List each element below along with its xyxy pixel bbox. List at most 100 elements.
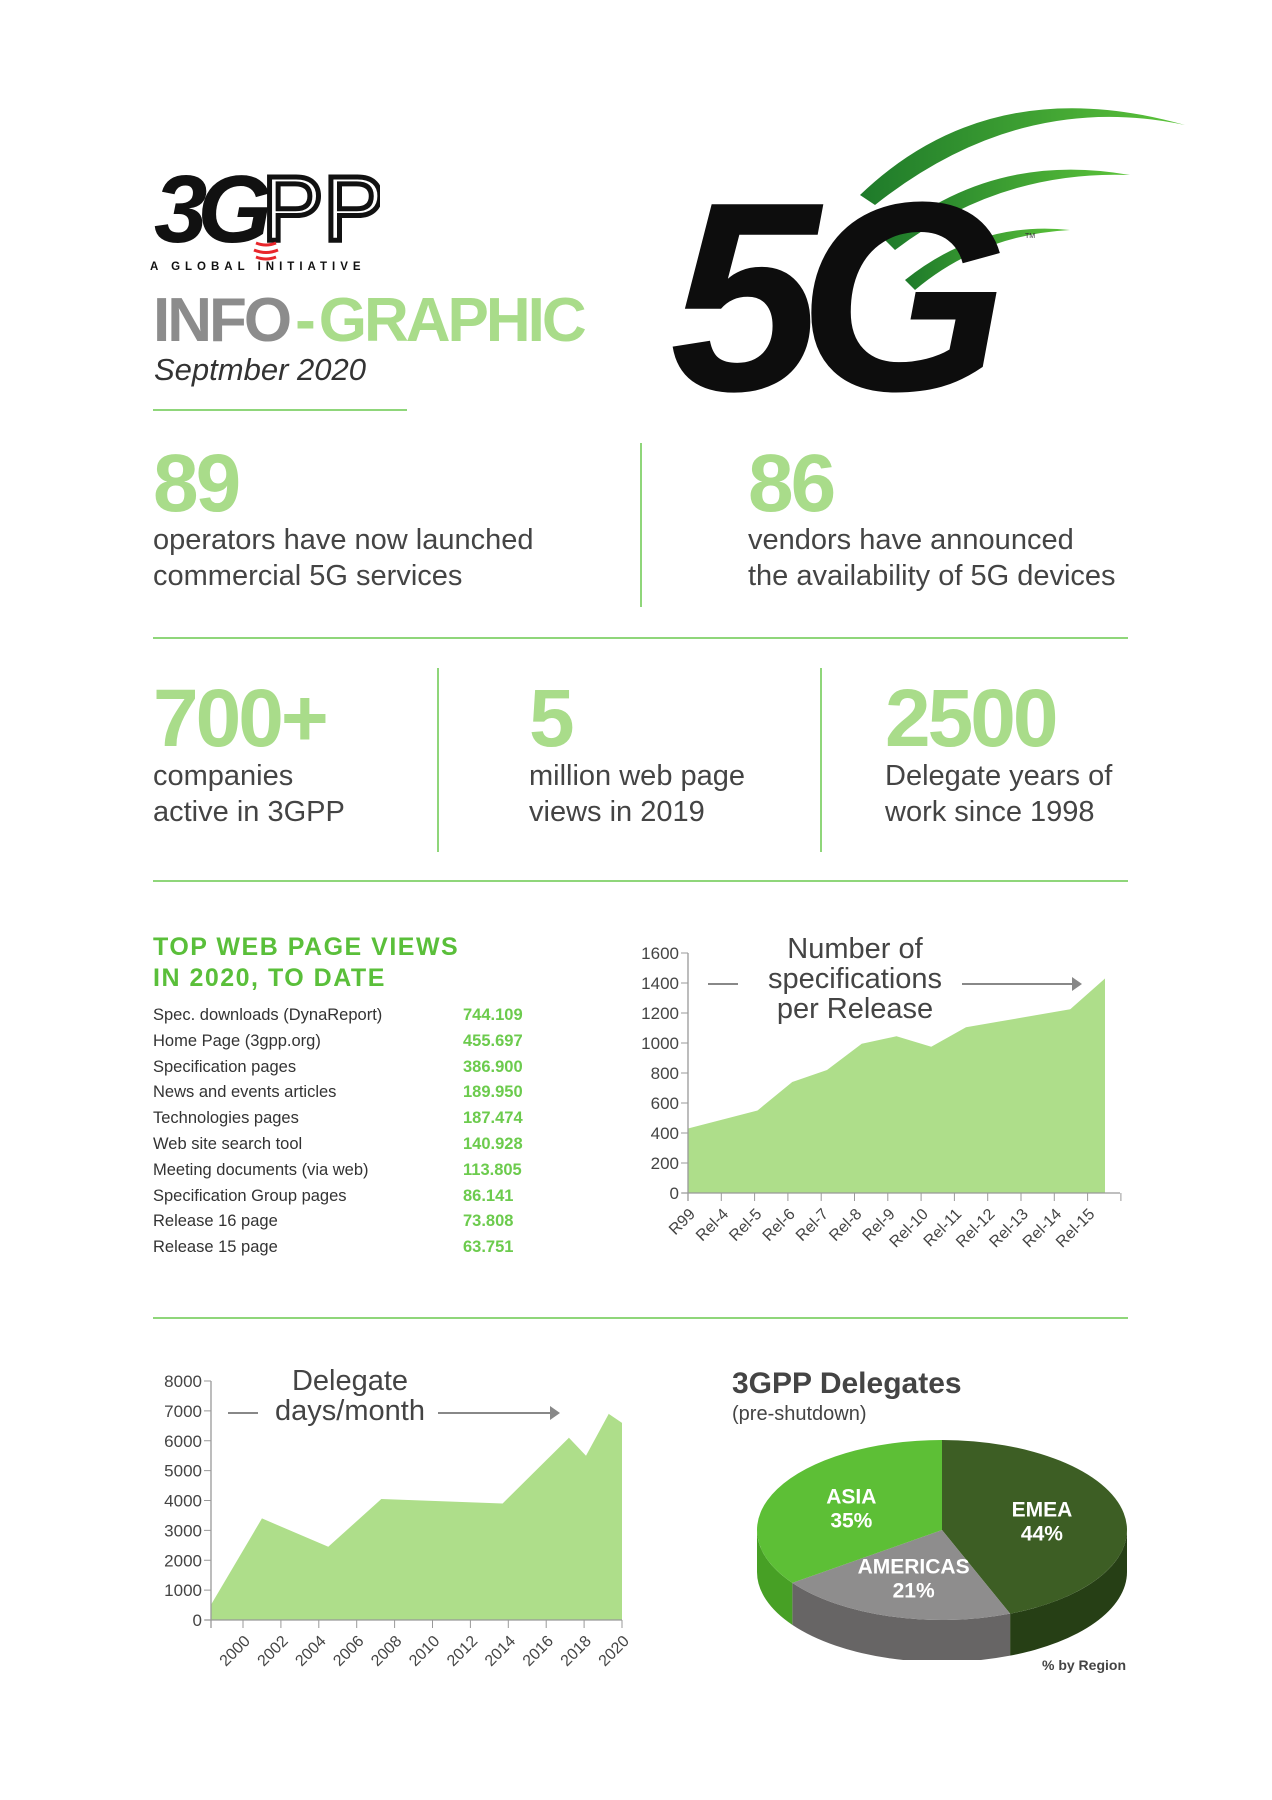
x-tick-label: Rel-10	[887, 1206, 932, 1251]
3gpp-logo: 3G PP A GLOBAL INITIATIVE	[150, 156, 380, 274]
y-tick-label: 600	[651, 1094, 679, 1113]
y-tick-label: 1000	[164, 1581, 202, 1600]
pie-slice-side	[792, 1582, 1011, 1660]
pie-slice-side	[757, 1530, 793, 1625]
arrow-head-icon	[1072, 977, 1082, 991]
y-tick-label: 400	[651, 1124, 679, 1143]
page-title: INFO-GRAPHIC	[153, 290, 587, 352]
desc-line: Delegate years of	[885, 760, 1113, 792]
table-title: TOP WEB PAGE VIEWS IN 2020, TO DATE	[153, 932, 459, 994]
y-tick-label: 0	[670, 1184, 679, 1203]
x-tick-label: 2000	[217, 1633, 254, 1670]
desc-line: the availability of 5G devices	[748, 560, 1116, 592]
stat-pageviews-desc: million web page views in 2019	[529, 758, 745, 830]
pie-slice-label: 35%	[830, 1510, 872, 1533]
row-value: 386.900	[463, 1057, 523, 1076]
row-label: Technologies pages	[153, 1109, 299, 1128]
row-value: 86.141	[463, 1186, 514, 1205]
x-tick-label: Rel-5	[726, 1206, 765, 1245]
specs-per-release-chart: 02004006008001000120014001600R99Rel-4Rel…	[641, 933, 1122, 1251]
divider	[153, 409, 407, 411]
5g-logo: 5G TM	[670, 108, 1185, 410]
desc-line: commercial 5G services	[153, 560, 463, 592]
stat-companies-number: 700+	[153, 673, 329, 764]
divider	[153, 637, 1128, 639]
pie-slice-label: 21%	[893, 1580, 935, 1603]
y-tick-label: 6000	[164, 1432, 202, 1451]
y-tick-label: 800	[651, 1064, 679, 1083]
y-tick-label: 1400	[641, 974, 679, 993]
table-row: Release 16 page 73.808	[153, 1212, 553, 1231]
x-tick-label: Rel-4	[693, 1206, 732, 1245]
x-tick-label: 2006	[330, 1633, 367, 1670]
pie-note: % by Region	[1041, 1657, 1126, 1673]
pie-slice-name: ASIA	[826, 1486, 876, 1509]
y-tick-label: 8000	[164, 1372, 202, 1391]
title-line: TOP WEB PAGE VIEWS	[153, 933, 460, 961]
table-row: Specification Group pages 86.141	[153, 1187, 553, 1206]
desc-line: operators have now launched	[153, 524, 534, 556]
stat-vendors-desc: vendors have announced the availability o…	[748, 522, 1116, 594]
trademark: TM	[1025, 233, 1035, 240]
chart-title-line: specifications	[768, 963, 942, 995]
arrow-head-icon	[550, 1406, 560, 1420]
x-tick-label: 2020	[596, 1633, 633, 1670]
row-value: 744.109	[463, 1006, 523, 1024]
row-value: 63.751	[463, 1238, 514, 1257]
x-tick-label: 2018	[558, 1633, 595, 1670]
title-line: IN 2020, TO DATE	[153, 964, 386, 992]
table-row: Meeting documents (via web) 113.805	[153, 1161, 553, 1180]
divider	[437, 668, 439, 852]
table-row: Spec. downloads (DynaReport) 744.109	[153, 1006, 553, 1025]
signal-arc-icon	[905, 228, 1070, 290]
stat-companies-desc: companies active in 3GPP	[153, 758, 345, 830]
desc-line: work since 1998	[885, 796, 1095, 828]
area-series	[210, 1413, 622, 1620]
stat-delegate-years-number: 2500	[885, 673, 1058, 764]
x-tick-label: 2010	[406, 1633, 443, 1670]
table-row: Technologies pages 187.474	[153, 1109, 553, 1128]
stat-operators-desc: operators have now launched commercial 5G…	[153, 522, 533, 594]
chart-title-line: days/month	[275, 1395, 425, 1427]
title-dash: -	[295, 286, 316, 355]
y-tick-label: 4000	[164, 1492, 202, 1511]
chart-title-line: per Release	[777, 993, 933, 1025]
row-label: Spec. downloads (DynaReport)	[153, 1006, 383, 1024]
x-tick-label: Rel-7	[793, 1206, 832, 1245]
logo-3g-text: 3G	[154, 156, 269, 263]
table-row: Specification pages 386.900	[153, 1058, 553, 1077]
x-tick-label: Rel-8	[826, 1206, 865, 1245]
table-row: Release 15 page 63.751	[153, 1238, 553, 1257]
x-tick-label: 2008	[368, 1633, 405, 1670]
row-label: Meeting documents (via web)	[153, 1160, 369, 1179]
stat-pageviews-number: 5	[529, 673, 575, 764]
title-graphic: GRAPHIC	[318, 286, 587, 355]
title-info: INFO	[153, 286, 292, 355]
x-tick-label: Rel-6	[760, 1206, 799, 1245]
pie-slice-name: EMEA	[1012, 1499, 1073, 1522]
table-row: Home Page (3gpp.org) 455.697	[153, 1032, 553, 1051]
divider	[153, 880, 1128, 882]
row-value: 187.474	[463, 1109, 523, 1128]
table-row: Web site search tool 140.928	[153, 1135, 553, 1154]
pie-slice	[942, 1440, 1127, 1614]
desc-line: active in 3GPP	[153, 796, 345, 828]
row-value: 189.950	[463, 1083, 523, 1102]
area-series	[688, 978, 1105, 1193]
chart-title-line: Number of	[787, 933, 923, 965]
logo-pp-text: PP	[262, 158, 380, 260]
logo-tagline: A GLOBAL INITIATIVE	[150, 261, 366, 273]
pie-title: 3GPP Delegates	[732, 1367, 962, 1401]
date-subtitle: Septmber 2020	[154, 352, 366, 387]
row-label: News and events articles	[153, 1083, 337, 1102]
y-tick-label: 200	[651, 1154, 679, 1173]
divider	[640, 443, 642, 607]
x-tick-label: 2012	[444, 1633, 481, 1670]
chart-title-line: Delegate	[292, 1365, 408, 1397]
stat-operators-number: 89	[153, 438, 241, 529]
5g-text: 5G	[670, 147, 1001, 410]
row-label: Web site search tool	[153, 1135, 303, 1153]
desc-line: vendors have announced	[748, 524, 1074, 556]
y-tick-label: 7000	[164, 1402, 202, 1421]
